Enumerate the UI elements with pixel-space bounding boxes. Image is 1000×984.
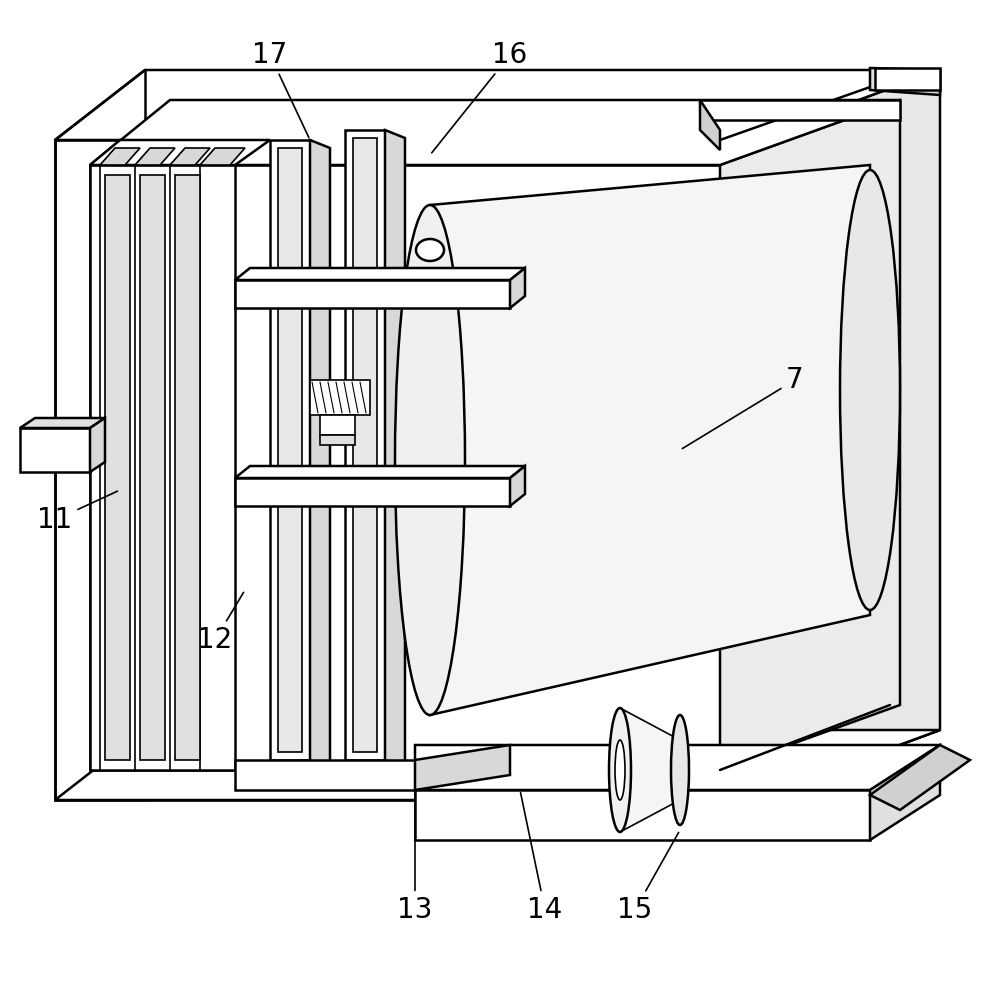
Polygon shape [90, 165, 235, 770]
Polygon shape [90, 140, 270, 165]
Polygon shape [320, 435, 355, 445]
Ellipse shape [671, 715, 689, 825]
Polygon shape [415, 745, 510, 790]
Polygon shape [875, 68, 940, 90]
Polygon shape [235, 760, 415, 790]
Polygon shape [385, 130, 405, 768]
Polygon shape [700, 100, 720, 150]
Polygon shape [345, 130, 385, 760]
Ellipse shape [609, 708, 631, 832]
Polygon shape [430, 165, 870, 715]
Polygon shape [20, 428, 90, 472]
Polygon shape [620, 708, 680, 832]
Polygon shape [55, 730, 940, 800]
Text: 7: 7 [682, 366, 804, 449]
Polygon shape [415, 745, 940, 790]
Polygon shape [750, 70, 940, 800]
Text: 16: 16 [432, 41, 528, 153]
Polygon shape [90, 100, 900, 165]
Polygon shape [870, 745, 940, 840]
Polygon shape [320, 415, 355, 435]
Polygon shape [235, 268, 525, 280]
Polygon shape [278, 148, 302, 752]
Polygon shape [100, 148, 140, 165]
Polygon shape [235, 466, 525, 478]
Text: 15: 15 [617, 832, 679, 924]
Ellipse shape [840, 170, 900, 610]
Text: 11: 11 [37, 491, 117, 534]
Polygon shape [310, 140, 330, 768]
Polygon shape [870, 745, 970, 810]
Polygon shape [140, 175, 165, 760]
Polygon shape [175, 175, 200, 760]
Text: 14: 14 [521, 793, 563, 924]
Ellipse shape [395, 205, 465, 715]
Polygon shape [90, 418, 105, 472]
Text: 12: 12 [197, 592, 244, 654]
Ellipse shape [416, 239, 444, 261]
Polygon shape [870, 68, 940, 95]
Polygon shape [310, 380, 370, 415]
Polygon shape [135, 148, 175, 165]
Polygon shape [90, 165, 720, 770]
Polygon shape [55, 70, 940, 140]
Polygon shape [235, 478, 510, 506]
Polygon shape [415, 790, 870, 840]
Polygon shape [700, 100, 900, 120]
Polygon shape [510, 268, 525, 308]
Polygon shape [353, 138, 377, 752]
Polygon shape [200, 148, 245, 165]
Polygon shape [105, 175, 130, 760]
Text: 13: 13 [397, 763, 433, 924]
Polygon shape [510, 466, 525, 506]
Polygon shape [235, 280, 510, 308]
Polygon shape [270, 140, 310, 760]
Polygon shape [20, 418, 105, 428]
Polygon shape [170, 148, 210, 165]
Polygon shape [720, 100, 900, 770]
Polygon shape [55, 730, 940, 800]
Ellipse shape [615, 740, 625, 800]
Text: 17: 17 [252, 41, 309, 138]
Polygon shape [55, 140, 750, 800]
